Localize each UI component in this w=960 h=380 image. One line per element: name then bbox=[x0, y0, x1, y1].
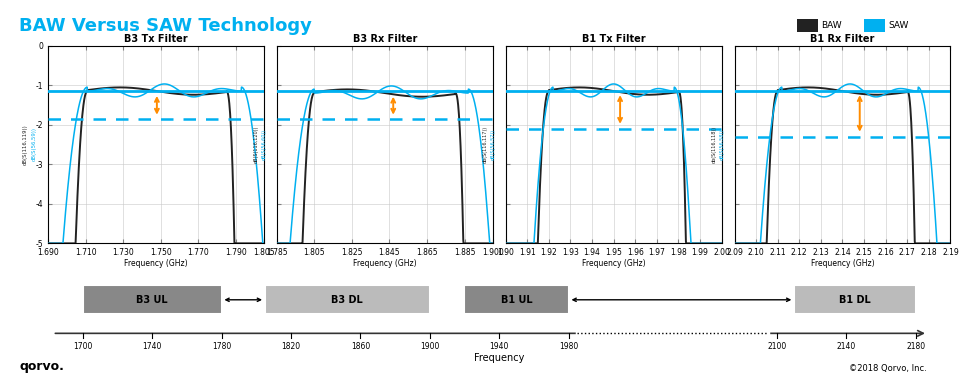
Bar bbox=[265, 285, 430, 315]
Text: BAW: BAW bbox=[821, 21, 841, 30]
Text: 1700: 1700 bbox=[73, 342, 92, 351]
Title: B3 Rx Filter: B3 Rx Filter bbox=[352, 34, 417, 44]
Text: B3 UL: B3 UL bbox=[136, 295, 168, 305]
Text: 1980: 1980 bbox=[559, 342, 578, 351]
Text: 1820: 1820 bbox=[281, 342, 300, 351]
Text: dB(S(56,60)): dB(S(56,60)) bbox=[262, 129, 267, 160]
Bar bbox=[465, 285, 568, 315]
Bar bbox=[83, 285, 222, 315]
Text: B1 DL: B1 DL bbox=[839, 295, 871, 305]
Text: 1780: 1780 bbox=[212, 342, 231, 351]
Text: dB(S(56,57)): dB(S(56,57)) bbox=[491, 129, 495, 160]
Text: 1940: 1940 bbox=[490, 342, 509, 351]
Text: dB(S(56,58)): dB(S(56,58)) bbox=[720, 129, 725, 160]
Text: 1860: 1860 bbox=[350, 342, 370, 351]
Title: B3 Tx Filter: B3 Tx Filter bbox=[124, 34, 188, 44]
Text: dB(S(116,120)): dB(S(116,120)) bbox=[254, 126, 259, 163]
Text: 1900: 1900 bbox=[420, 342, 440, 351]
X-axis label: Frequency (GHz): Frequency (GHz) bbox=[582, 259, 645, 268]
Text: db(S(116,117)): db(S(116,117)) bbox=[483, 126, 488, 163]
Text: ©2018 Qorvo, Inc.: ©2018 Qorvo, Inc. bbox=[849, 364, 926, 373]
Text: Frequency: Frequency bbox=[474, 353, 524, 363]
X-axis label: Frequency (GHz): Frequency (GHz) bbox=[810, 259, 875, 268]
Text: B1 UL: B1 UL bbox=[501, 295, 533, 305]
Text: BAW Versus SAW Technology: BAW Versus SAW Technology bbox=[19, 17, 312, 35]
Text: 2180: 2180 bbox=[906, 342, 925, 351]
Text: db(S(116,118)): db(S(116,118)) bbox=[712, 126, 717, 163]
Title: B1 Rx Filter: B1 Rx Filter bbox=[810, 34, 875, 44]
Text: 2140: 2140 bbox=[837, 342, 856, 351]
Text: qorvo.: qorvo. bbox=[19, 360, 64, 373]
Text: SAW: SAW bbox=[888, 21, 908, 30]
Text: 2100: 2100 bbox=[767, 342, 786, 351]
Title: B1 Tx Filter: B1 Tx Filter bbox=[582, 34, 645, 44]
Bar bbox=[794, 285, 916, 315]
Text: 1740: 1740 bbox=[142, 342, 162, 351]
X-axis label: Frequency (GHz): Frequency (GHz) bbox=[124, 259, 188, 268]
Text: B3 DL: B3 DL bbox=[331, 295, 363, 305]
Text: dB(S(56,59)): dB(S(56,59)) bbox=[32, 127, 37, 162]
Text: dB(S(116,119)): dB(S(116,119)) bbox=[22, 124, 28, 165]
X-axis label: Frequency (GHz): Frequency (GHz) bbox=[353, 259, 417, 268]
